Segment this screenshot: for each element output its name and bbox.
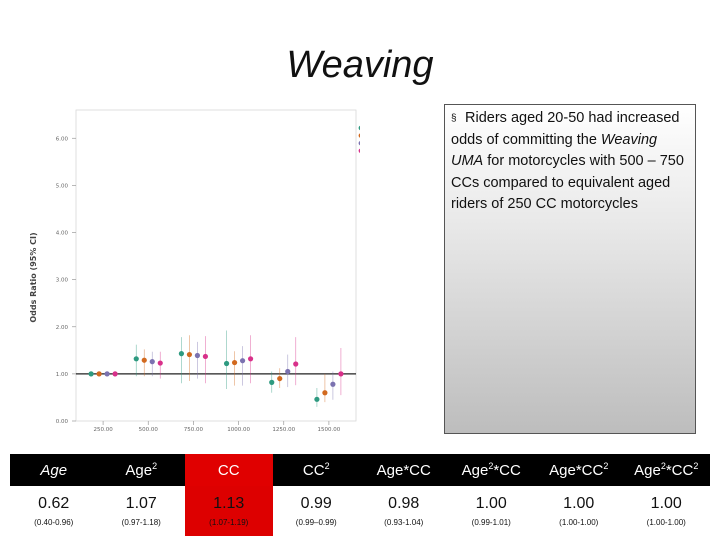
- y-tick-label: 4.00: [56, 231, 69, 237]
- table-value-cell: 1.00: [475, 495, 507, 512]
- data-point: [285, 368, 291, 375]
- header-base: CC: [302, 462, 325, 479]
- header-sup: 2: [324, 461, 330, 471]
- y-tick-label: 6.00: [56, 136, 69, 142]
- data-point: [88, 371, 94, 377]
- header-sup: 2: [660, 461, 666, 471]
- x-axis-title: CCs: [198, 439, 215, 440]
- table-ci-cell: (1.00-1.00): [646, 518, 686, 527]
- table-header-cell: Age2: [97, 454, 185, 486]
- chart-svg: 0.00 1.00 2.00 3.00 4.00 5.00 6.00 250.00 500.00…: [29, 109, 360, 440]
- table-header-cell: CC2: [272, 454, 360, 486]
- header-sup: 2: [603, 461, 609, 471]
- data-point: [338, 371, 344, 377]
- header-sup2: 2: [693, 461, 699, 471]
- y-tick-label: 5.00: [56, 183, 69, 189]
- x-tick-label: 250.00: [93, 427, 113, 433]
- header-base: Age: [634, 462, 661, 479]
- table-ci-cell: (0.93-1.04): [384, 518, 424, 527]
- data-point: [112, 371, 118, 377]
- header-suffix: *CC: [665, 462, 694, 479]
- data-point: [277, 375, 283, 382]
- header-sup: 2: [152, 461, 158, 471]
- table-ci-cell: (0.99-1.01): [471, 518, 511, 527]
- table-header-cell: Age2*CC: [447, 454, 535, 486]
- table-ci-cell: (1.07-1.19): [185, 518, 273, 536]
- x-tick-label: 750.00: [184, 427, 204, 433]
- y-tick-label: 2.00: [56, 325, 69, 331]
- callout-text-2: for motorcycles with 500 – 750 CCs compa…: [451, 153, 684, 212]
- callout-text-1: Riders aged 20-50 had increased odds of …: [451, 110, 680, 148]
- data-point: [322, 390, 328, 396]
- value-row: 0.62 1.07 1.13 0.99 0.98 1.00 1.00 1.00: [10, 486, 710, 518]
- x-tick-label: 1250.00: [272, 427, 295, 433]
- callout-box: § Riders aged 20-50 had increased odds o…: [444, 104, 696, 434]
- y-tick-label: 0.00: [56, 419, 69, 425]
- data-point: [149, 359, 155, 365]
- data-point: [314, 396, 320, 402]
- table-header-cell: Age*CC2: [535, 454, 623, 486]
- table-value-cell: 1.13: [185, 486, 273, 518]
- header-base: Age: [461, 462, 489, 479]
- table-value-cell: 0.99: [300, 495, 332, 512]
- header-base: Age*CC: [376, 461, 431, 479]
- data-point: [157, 360, 163, 366]
- table-value-cell: 0.62: [38, 495, 70, 512]
- data-point: [231, 359, 238, 366]
- header-base: Age: [125, 462, 153, 479]
- legend-marker: [358, 141, 360, 146]
- table-ci-cell: (0.97-1.18): [121, 518, 161, 527]
- data-point: [104, 371, 110, 377]
- table-ci-cell: (1.00-1.00): [559, 518, 599, 527]
- header-suffix: *CC: [493, 462, 521, 479]
- table-ci-cell: (0.99–0.99): [295, 518, 337, 527]
- x-tick-label: 1000.00: [227, 427, 250, 433]
- data-point: [330, 381, 336, 387]
- y-tick-label: 3.00: [56, 278, 69, 284]
- header-sup: 2: [488, 461, 494, 471]
- header-row: Age Age2 CC CC2 Age*CC Age2*CC Age*CC2 Age2*CC2: [10, 454, 710, 486]
- table-header-cell: Age2*CC2: [622, 454, 710, 486]
- data-point: [186, 351, 193, 358]
- header-base: Age: [40, 461, 68, 479]
- table-value-cell: 0.98: [388, 495, 420, 512]
- ci-row: (0.40-0.96) (0.97-1.18) (1.07-1.19) (0.99–0…: [10, 518, 710, 536]
- x-tick-label: 1500.00: [318, 427, 341, 433]
- table-header-cell: CC: [185, 454, 273, 486]
- data-point: [247, 356, 254, 362]
- callout-text-italic: Weaving UMA: [451, 131, 658, 170]
- results-table: Age Age2 CC CC2 Age*CC Age2*CC Age*CC2 Age2*CC2…: [10, 454, 710, 536]
- slide-title: Weaving: [286, 44, 434, 86]
- data-point: [202, 353, 209, 360]
- data-point: [178, 351, 185, 357]
- y-axis-title: Odds Ratio (95% CI): [29, 232, 38, 322]
- header-base: CC: [217, 461, 240, 479]
- table-header-cell: Age: [10, 454, 98, 486]
- bullet-glyph: §: [451, 113, 457, 124]
- data-point: [96, 371, 102, 377]
- data-point: [194, 352, 201, 359]
- table-ci-cell: (0.40-0.96): [34, 518, 74, 527]
- y-tick-label: 1.00: [56, 372, 69, 378]
- header-base: Age*CC: [549, 462, 604, 479]
- data-point: [269, 379, 275, 385]
- table-value-cell: 1.00: [650, 495, 682, 512]
- x-tick-label: 500.00: [139, 427, 159, 433]
- legend-marker: [358, 148, 360, 153]
- table-header-cell: Age*CC: [360, 454, 448, 486]
- data-point: [133, 356, 139, 362]
- data-point: [239, 358, 246, 364]
- data-point: [223, 360, 230, 367]
- legend-marker: [358, 133, 360, 138]
- table-value-cell: 1.00: [563, 495, 595, 512]
- table-value-cell: 1.07: [125, 495, 157, 512]
- data-point: [141, 357, 147, 363]
- legend-marker: [358, 125, 360, 131]
- odds-ratio-chart: 0.00 1.00 2.00 3.00 4.00 5.00 6.00 250.00 500.00…: [22, 100, 360, 440]
- data-point: [293, 361, 299, 367]
- plot-area: [75, 109, 357, 422]
